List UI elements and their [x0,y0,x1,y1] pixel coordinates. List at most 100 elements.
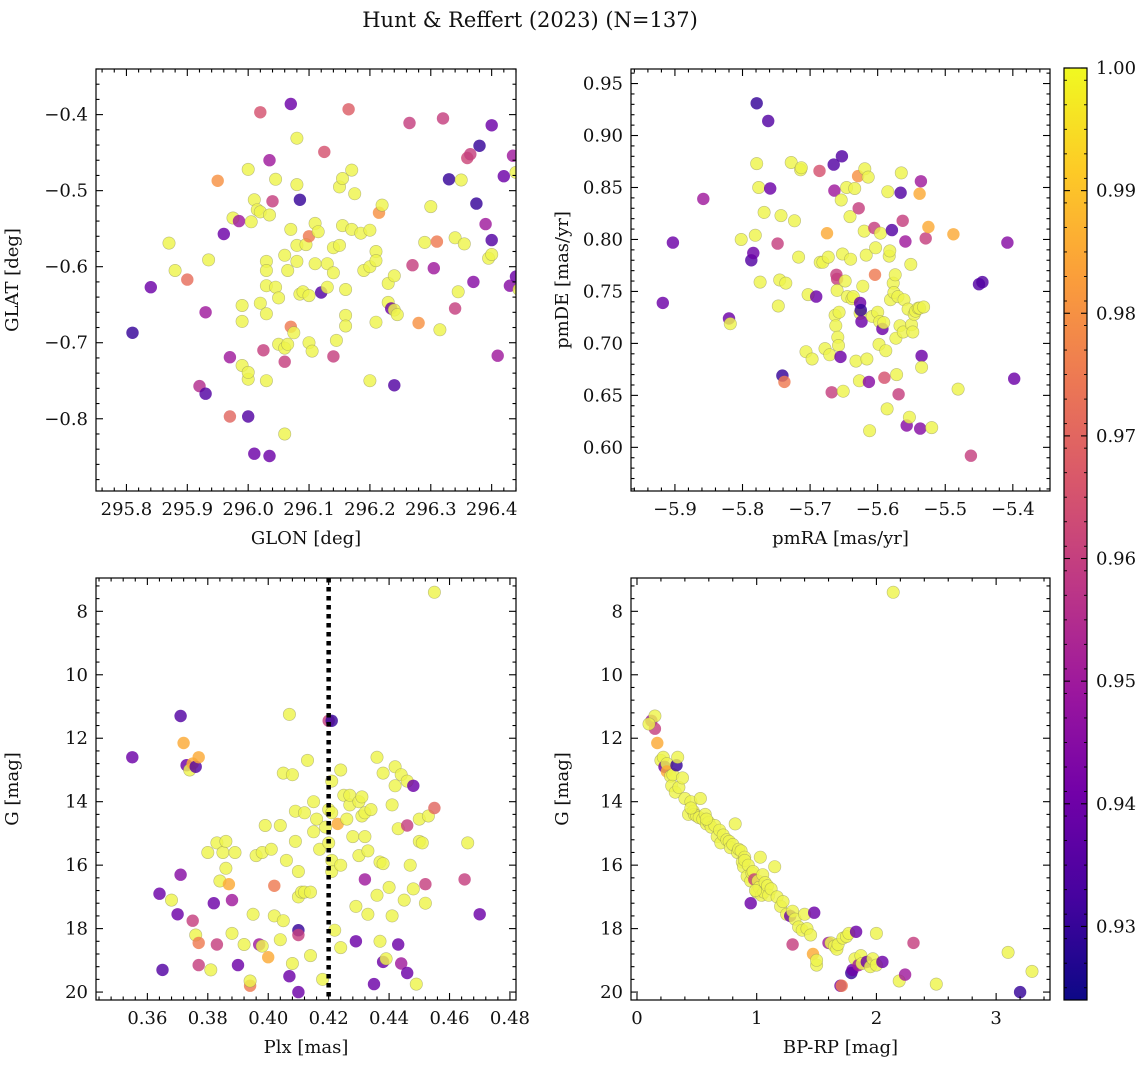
y-tick-label: 0.75 [583,281,623,302]
data-point [342,103,355,116]
y-tick-label: 20 [600,982,623,1003]
data-point [844,252,858,266]
data-point [461,836,475,850]
data-point [917,300,931,314]
data-point [253,296,267,310]
x-tick-label: 295.8 [101,499,153,520]
data-point [285,768,299,782]
x-tick-label: −5.5 [923,499,967,520]
data-point [390,308,404,322]
data-point [237,937,251,951]
data-point [750,157,764,171]
data-point [186,914,199,927]
data-point [883,244,897,258]
data-point [430,235,444,248]
colorbar: 0.93 0.94 0.95 0.96 0.97 0.98 0.99 1.00 [1063,58,1136,1001]
data-point [734,233,748,247]
data-point [284,97,297,111]
data-point [379,952,393,966]
data-point [976,275,989,289]
axis-ticks [96,68,517,491]
data-point [192,936,205,950]
data-point [876,955,889,969]
colorbar-tick-label: 0.94 [1096,794,1136,815]
data-point [913,187,926,200]
data-point [284,222,298,236]
data-point [285,956,299,970]
data-point [951,382,965,396]
axis-ticks [631,578,1050,1000]
data-point [787,214,801,228]
data-point [433,323,447,337]
data-point [334,763,348,777]
data-point [225,926,239,940]
data-point [750,97,763,110]
data-point [385,798,399,812]
data-point [771,237,784,250]
data-point [210,938,224,951]
data-point [335,172,349,186]
data-point [283,970,296,983]
data-point [656,296,669,310]
y-axis-label: pmDE [mas/yr] [552,211,573,349]
data-point [363,374,377,388]
data-point [418,235,432,249]
data-point [666,236,680,249]
data-point [259,263,273,277]
x-axis-label: GLON [deg] [251,528,361,549]
data-point [126,326,139,339]
data-point [339,319,353,333]
data-point [373,934,387,948]
data-point [776,895,790,909]
data-point [375,198,389,212]
data-point [300,753,314,767]
data-point [217,227,230,241]
data-point [302,289,316,303]
parallax-magnitude-panel: 0.36 0.38 0.40 0.42 0.44 0.46 0.48 8 10 12 14 16 18 2… [2,577,530,1058]
data-point [684,801,698,815]
data-point [235,314,249,328]
data-point [223,351,237,364]
data-point [177,736,190,750]
data-point [282,707,296,721]
data-point [879,344,893,358]
data-point [904,257,918,271]
data-point [849,925,863,938]
y-tick-label: 0.70 [583,333,623,354]
data-point [869,241,883,255]
colorbar-tick-label: 0.99 [1096,181,1136,202]
data-point [753,850,767,864]
x-tick-label: 0.44 [369,1008,409,1029]
data-point [228,845,242,859]
data-point [349,899,363,913]
data-point [232,214,246,228]
data-point [308,257,322,271]
y-tick-label: 18 [600,919,623,940]
data-point [1008,372,1021,385]
data-point [318,145,331,159]
data-point [832,305,846,319]
data-point [401,819,414,832]
data-point [268,879,281,892]
figure-title: Hunt & Reffert (2023) (N=137) [362,8,698,32]
data-point [241,365,255,379]
data-point [259,307,273,321]
colorbar-tick-label: 0.97 [1096,426,1136,447]
data-point [174,709,187,723]
data-point [263,154,276,167]
data-point [436,112,450,125]
scatter-points [126,97,516,463]
data-point [276,914,290,928]
scatter-points [642,585,1039,999]
data-point [473,908,486,921]
data-point [266,195,279,208]
data-point [752,181,766,195]
data-point [774,209,788,223]
x-axis-label: Plx [mas] [264,1037,349,1058]
data-point [264,842,278,856]
data-point [406,882,420,896]
data-point [794,161,808,175]
data-point [192,958,205,972]
data-point [207,897,220,910]
colorbar-tick-label: 0.98 [1096,303,1136,324]
